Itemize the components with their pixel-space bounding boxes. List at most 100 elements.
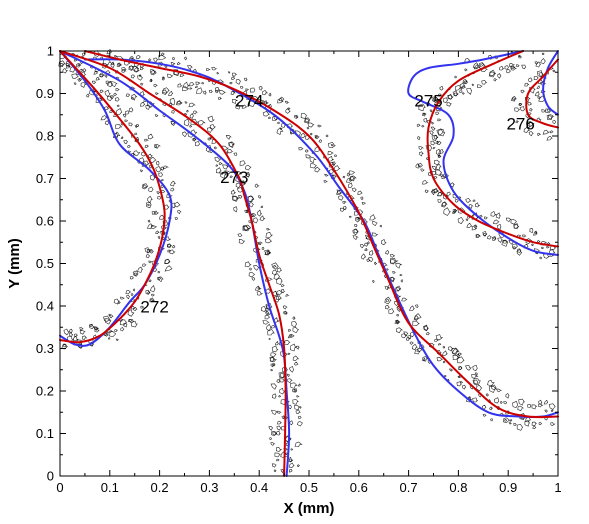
isocontour-blob — [264, 314, 271, 320]
isocontour-blob — [264, 238, 272, 244]
y-axis-title: Y (mm) — [6, 238, 23, 289]
isocontour-blob — [72, 335, 79, 342]
isocontour-blob — [524, 82, 530, 87]
isocontour-blob — [527, 102, 533, 106]
isocontour-blob — [514, 107, 521, 112]
isocontour-blob — [541, 246, 545, 250]
isocontour-blob — [159, 214, 166, 220]
isocontour-blob — [437, 191, 443, 197]
blue-front-curve — [83, 58, 559, 419]
isocontour-blob — [465, 218, 469, 222]
isocontour-blob — [519, 106, 526, 112]
isocontour-blob — [151, 293, 156, 297]
isocontour-blob — [216, 72, 220, 75]
isocontour-blob — [510, 66, 518, 71]
isocontour-blob — [294, 441, 303, 448]
isocontour-blob — [155, 160, 160, 166]
isocontour-blob — [167, 243, 172, 248]
isocontour-blob — [435, 169, 442, 176]
isocontour-blob — [297, 415, 302, 419]
isocontour-blob — [124, 119, 129, 123]
isocontour-blob — [141, 184, 148, 190]
isocontour-blob — [154, 144, 158, 149]
isocontour-blob — [215, 164, 219, 167]
isocontour-blob — [148, 260, 152, 264]
isocontour-blob — [224, 170, 232, 175]
isocontour-blob — [231, 195, 240, 202]
isocontour-blob — [110, 62, 115, 69]
isocontour-blob — [297, 464, 301, 468]
isocontour-blob — [206, 127, 214, 133]
isocontour-blob — [384, 296, 392, 305]
isocontour-blob — [466, 222, 473, 228]
isocontour-blob — [258, 195, 262, 199]
isocontour-blob — [508, 63, 515, 67]
isocontour-blob — [271, 345, 279, 353]
isocontour-blob — [218, 96, 223, 100]
isocontour-blob — [279, 387, 286, 395]
isocontour-blob — [79, 327, 84, 331]
isocontour-blob — [182, 131, 188, 138]
isocontour-blob — [453, 209, 457, 212]
isocontour-blob — [251, 213, 257, 218]
isocontour-blob — [425, 144, 433, 152]
isocontour-blob — [99, 72, 105, 78]
isocontour-blob — [446, 191, 451, 196]
isocontour-blob — [462, 92, 465, 95]
isocontour-blob — [523, 127, 531, 133]
isocontour-blob — [288, 462, 295, 468]
isocontour-blob — [521, 64, 527, 70]
isocontour-blob — [524, 420, 531, 427]
isocontour-blob — [249, 267, 253, 271]
isocontour-blob — [422, 356, 429, 362]
isocontour-blob — [411, 343, 418, 351]
isocontour-blob — [546, 135, 553, 141]
isocontour-blob — [132, 150, 141, 157]
isocontour-blob — [348, 170, 355, 175]
isocontour-blob — [379, 224, 382, 228]
isocontour-blob — [346, 177, 353, 183]
isocontour-blob — [151, 260, 160, 268]
isocontour-blob — [207, 137, 213, 141]
isocontour-blob — [292, 316, 296, 321]
isocontour-blob — [145, 104, 151, 110]
isocontour-blob — [354, 223, 358, 228]
isocontour-blob — [86, 93, 90, 98]
isocontour-blob — [476, 384, 483, 392]
y-tick-label: 0.3 — [36, 341, 54, 356]
isocontour-blob — [260, 205, 264, 209]
isocontour-blob — [288, 404, 292, 410]
isocontour-blob — [147, 219, 151, 223]
isocontour-blob — [273, 264, 277, 268]
isocontour-blob — [330, 144, 334, 147]
isocontour-blob — [287, 333, 295, 339]
isocontour-blob — [140, 169, 143, 173]
isocontour-blob — [149, 174, 156, 181]
isocontour-blob — [161, 76, 165, 81]
isocontour-blob — [472, 379, 479, 386]
red-front-curve — [426, 50, 559, 248]
isocontour-blob — [430, 126, 436, 131]
isocontour-blob — [238, 194, 243, 199]
isocontour-blob — [390, 259, 397, 265]
isocontour-blob — [115, 88, 120, 92]
isocontour-blob — [392, 271, 396, 274]
isocontour-blob — [276, 425, 282, 431]
isocontour-blob — [128, 319, 133, 323]
isocontour-blob — [233, 152, 238, 156]
y-tick-label: 0.1 — [36, 426, 54, 441]
isocontour-blob — [292, 399, 299, 405]
isocontour-blob — [309, 157, 317, 164]
isocontour-blob — [170, 120, 176, 125]
isocontour-blob — [238, 239, 246, 244]
isocontour-blob — [285, 107, 291, 114]
isocontour-blob — [389, 276, 395, 283]
isocontour-blob — [552, 69, 556, 73]
isocontour-blob — [245, 171, 251, 178]
isocontour-blob — [515, 120, 520, 124]
isocontour-blob — [468, 204, 474, 209]
isocontour-blob — [430, 189, 436, 196]
isocontour-blob — [456, 353, 461, 358]
isocontour-blob — [294, 361, 299, 366]
isocontour-blob — [401, 297, 408, 302]
